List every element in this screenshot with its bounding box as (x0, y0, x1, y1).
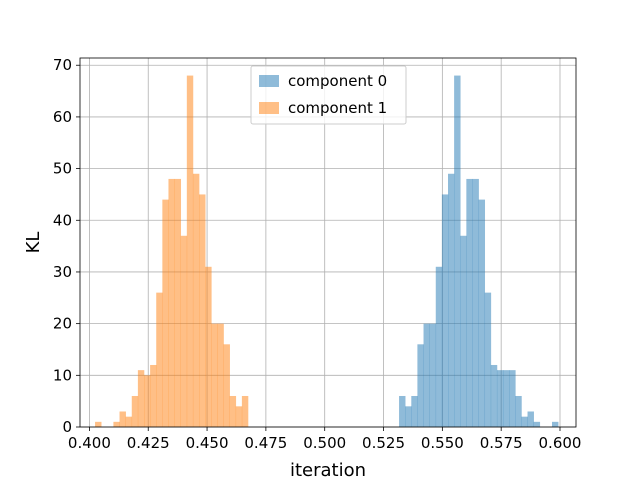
y-tick-label: 70 (53, 56, 72, 74)
histogram-bar-component-0 (417, 344, 424, 427)
x-axis: 0.400 0.425 0.450 0.475 0.500 0.525 0.550 0.575… (68, 427, 582, 452)
legend-label-component-1: component 1 (288, 99, 387, 117)
histogram-bar-component-1 (186, 75, 194, 428)
legend-label-component-0: component 0 (288, 72, 387, 90)
bars (95, 75, 559, 428)
histogram-bar-component-0 (509, 370, 516, 427)
histogram-bar-component-1 (174, 178, 182, 427)
histogram-bar-component-0 (460, 235, 467, 427)
x-tick-label: 0.475 (244, 434, 287, 452)
histogram-bar-component-0 (448, 173, 455, 427)
histogram-bar-component-0 (484, 292, 492, 427)
histogram-bar-component-1 (199, 194, 206, 427)
histogram-bar-component-1 (113, 421, 120, 427)
histogram-bar-component-1 (156, 292, 163, 427)
histogram-bar-component-0 (441, 194, 449, 427)
y-tick-label: 20 (53, 315, 72, 333)
histogram-bar-component-0 (472, 178, 479, 427)
histogram-bar-component-1 (119, 411, 126, 427)
plot-frame (79, 57, 577, 428)
y-tick-label: 60 (53, 108, 72, 126)
x-tick-label: 0.500 (303, 434, 346, 452)
histogram-bar-component-0 (552, 421, 559, 427)
y-tick-label: 40 (53, 211, 72, 229)
histogram-bar-component-1 (131, 395, 139, 427)
histogram-bar-component-1 (223, 344, 230, 427)
histogram-bar-component-1 (211, 323, 218, 427)
histogram-bar-component-1 (125, 416, 133, 427)
legend-swatch-component-0 (259, 75, 279, 87)
histogram-bar-component-0 (411, 395, 418, 427)
x-tick-label: 0.575 (480, 434, 523, 452)
histogram-bar-component-0 (466, 178, 473, 427)
legend-swatch-component-1 (259, 102, 279, 114)
legend: component 0 component 1 (250, 65, 407, 125)
x-tick-label: 0.450 (186, 434, 229, 452)
histogram-bar-component-0 (405, 406, 412, 427)
histogram-bar-component-0 (478, 199, 486, 427)
y-tick-label: 30 (53, 263, 72, 281)
histogram-bar-component-0 (423, 323, 430, 427)
histogram-bar-component-1 (205, 266, 212, 427)
histogram-bar-component-1 (168, 178, 175, 427)
histogram-bar-component-1 (217, 323, 224, 427)
histogram-bar-component-1 (144, 375, 151, 427)
histogram-bar-component-0 (435, 266, 443, 427)
histogram-bar-component-1 (192, 173, 200, 427)
y-tick-label: 10 (53, 366, 72, 384)
histogram-bar-component-1 (229, 395, 237, 427)
histogram-bar-component-0 (521, 416, 528, 427)
y-tick-label: 0 (62, 418, 72, 436)
histogram-bar-component-0 (533, 421, 541, 427)
histogram-bar-component-0 (515, 395, 522, 427)
x-tick-label: 0.425 (127, 434, 170, 452)
histogram-bar-component-0 (490, 364, 498, 427)
histogram-bar-component-0 (527, 411, 534, 427)
histogram-bar-component-1 (180, 235, 188, 427)
y-axis-title: KL (23, 232, 44, 254)
x-tick-label: 0.400 (68, 434, 111, 452)
y-axis: 0 10 20 30 40 50 60 70 (53, 56, 80, 436)
x-tick-label: 0.525 (362, 434, 405, 452)
histogram-bar-component-1 (235, 406, 243, 427)
histogram-bar-component-1 (137, 370, 145, 427)
x-tick-label: 0.600 (539, 434, 582, 452)
histogram-bar-component-0 (454, 75, 461, 428)
histogram-bar-component-1 (241, 395, 249, 427)
histogram-bar-component-0 (429, 323, 437, 427)
x-axis-title: iteration (290, 460, 366, 480)
histogram-bar-component-1 (150, 364, 157, 427)
y-tick-label: 50 (53, 160, 72, 178)
x-tick-label: 0.550 (421, 434, 464, 452)
histogram-bar-component-1 (95, 421, 102, 427)
histogram-bar-component-0 (503, 370, 510, 427)
legend-box (250, 65, 407, 125)
histogram-bar-component-0 (496, 370, 504, 427)
histogram-bar-component-1 (162, 199, 169, 427)
histogram-bar-component-0 (399, 395, 406, 427)
